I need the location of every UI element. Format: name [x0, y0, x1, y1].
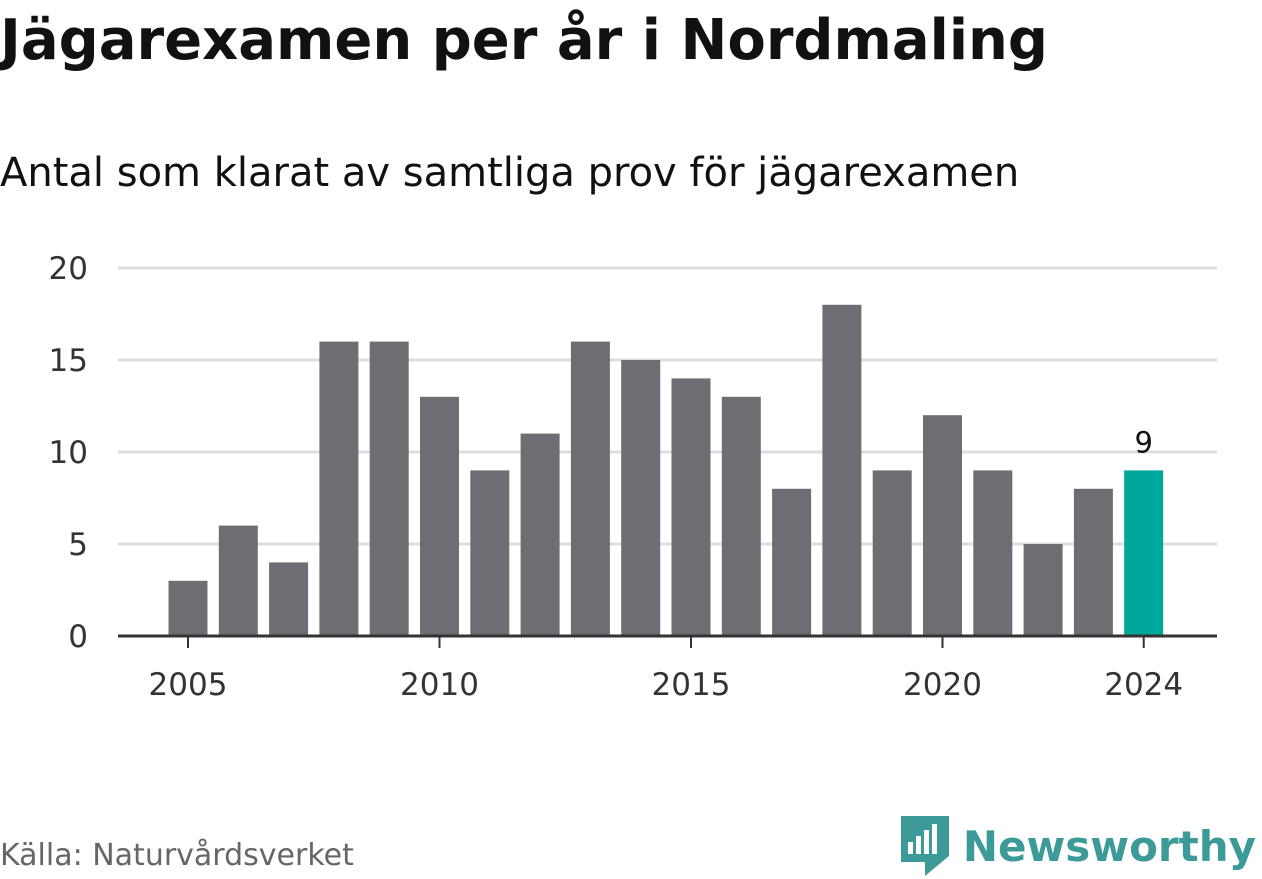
x-tick-label: 2005 [149, 667, 228, 703]
bar [420, 396, 459, 636]
bar [973, 470, 1013, 636]
bar [218, 525, 258, 636]
newsworthy-logo-icon [900, 816, 949, 876]
y-tick-label: 15 [49, 343, 88, 379]
labels: 0 5 10 15 20 9 2005 2010 2015 2020 2024 [49, 251, 1184, 703]
bar [721, 396, 761, 636]
bar [520, 433, 560, 636]
bar [319, 341, 359, 636]
y-tick-label: 0 [68, 619, 88, 655]
bar [470, 470, 510, 636]
bar [923, 415, 962, 636]
bar [1124, 470, 1164, 636]
source-note: Källa: Naturvårdsverket [0, 838, 354, 873]
y-tick-label: 10 [49, 435, 88, 471]
bar [570, 341, 610, 636]
brand-name: Newsworthy [962, 821, 1256, 871]
bar [621, 360, 661, 636]
y-tick-label: 20 [49, 251, 88, 287]
x-tick-label: 2015 [652, 667, 731, 703]
x-tick-label: 2020 [903, 667, 982, 703]
x-tick-label: 2024 [1104, 667, 1183, 703]
x-tick-label: 2010 [400, 667, 479, 703]
bar [671, 378, 711, 636]
gridlines [118, 266, 1217, 546]
y-tick-label: 5 [68, 527, 88, 563]
bar-chart: 0 5 10 15 20 9 2005 2010 2015 2020 2024 [49, 251, 1217, 703]
bar [772, 488, 812, 636]
chart-subtitle: Antal som klarat av samtliga prov för jä… [0, 150, 1020, 196]
bar [1023, 544, 1063, 636]
bar [1073, 488, 1113, 636]
bar [168, 580, 208, 636]
bar [872, 470, 912, 636]
axes [118, 634, 1217, 648]
chart-title: Jägarexamen per år i Nordmaling [0, 8, 1049, 73]
bar [269, 562, 309, 636]
brand-logo[interactable]: Newsworthy [900, 816, 1256, 876]
data-label: 9 [1134, 425, 1152, 459]
bar [822, 304, 862, 636]
bars [168, 304, 1164, 636]
bar [369, 341, 409, 636]
